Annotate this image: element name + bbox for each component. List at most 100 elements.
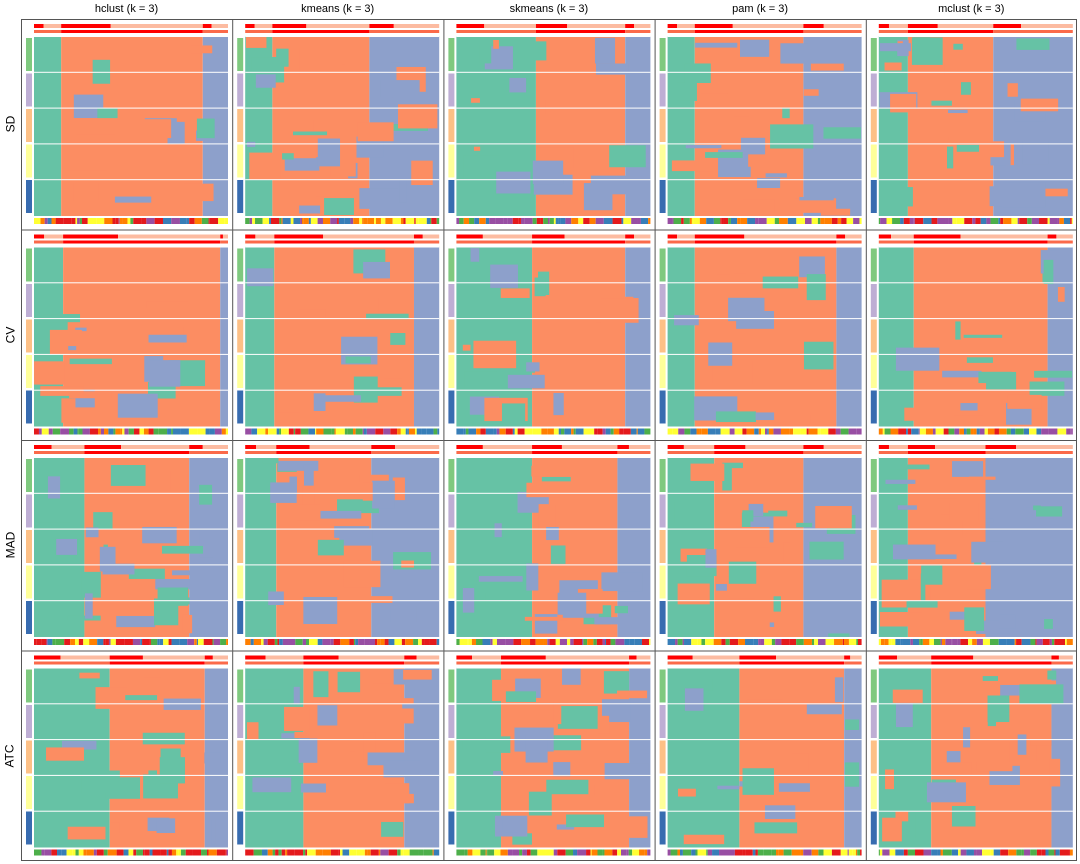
top-prob-bar — [109, 655, 143, 660]
row-annotation-block — [237, 811, 244, 845]
top-prob-bar — [416, 655, 440, 660]
bottom-annotation-cell — [1031, 218, 1040, 224]
bottom-annotation-cell — [925, 428, 933, 435]
membership-patch — [885, 769, 894, 790]
bottom-annotation-cell — [392, 218, 401, 224]
bottom-annotation-cell — [831, 849, 841, 856]
row-annotation-block — [659, 459, 666, 492]
bottom-annotation-cell — [485, 218, 490, 224]
bottom-annotation-cell — [898, 428, 907, 435]
membership-patch — [609, 145, 646, 168]
top-prob-bar — [34, 24, 44, 28]
top-prob-bar — [535, 24, 568, 28]
bottom-annotation-cell — [811, 218, 818, 224]
row-annotation-block — [26, 284, 32, 317]
bottom-annotation-cell — [649, 639, 651, 645]
bottom-annotation-cell — [196, 639, 198, 645]
bottom-annotation-cell — [644, 849, 648, 856]
bottom-annotation-cell — [780, 428, 790, 435]
bottom-annotation-cell — [986, 218, 991, 224]
bottom-annotation-cell — [726, 849, 735, 856]
membership-patch — [402, 703, 436, 709]
top-silhouette-bar — [985, 451, 1073, 454]
panel-divider — [654, 19, 656, 230]
top-prob-bar — [845, 234, 862, 239]
bottom-annotation-cell — [277, 639, 280, 645]
bottom-annotation-cell — [803, 639, 812, 645]
bottom-annotation-cell — [75, 218, 78, 224]
bottom-annotation-cell — [903, 218, 910, 224]
bottom-annotation-cell — [380, 639, 385, 645]
bottom-annotation-cell — [375, 218, 381, 224]
membership-patch — [362, 482, 373, 501]
top-prob-bar — [844, 655, 851, 660]
bottom-annotation-cell — [1003, 218, 1012, 224]
membership-patch — [42, 314, 81, 323]
bottom-annotation-cell — [300, 428, 306, 435]
bottom-annotation-cell — [1015, 428, 1024, 435]
bottom-annotation-cell — [951, 639, 953, 645]
row-annotation-block — [237, 319, 244, 353]
panel-divider — [654, 229, 866, 231]
bottom-annotation-cell — [407, 428, 409, 435]
panel-divider — [865, 650, 1077, 652]
bottom-annotation-cell — [746, 428, 755, 435]
membership-patch — [255, 74, 276, 88]
membership-patch — [1019, 684, 1064, 704]
bottom-annotation-cell — [855, 849, 858, 856]
bottom-annotation-cell — [677, 639, 683, 645]
bottom-annotation-cell — [468, 639, 472, 645]
membership-patch — [526, 482, 561, 498]
bottom-annotation-cell — [347, 428, 353, 435]
membership-patch — [553, 701, 562, 725]
top-prob-bar — [245, 445, 257, 449]
bottom-annotation-cell — [41, 849, 45, 856]
bottom-annotation-cell — [828, 428, 836, 435]
bottom-annotation-cell — [617, 849, 621, 856]
top-silhouette-bar — [836, 240, 862, 244]
membership-patch — [146, 301, 189, 309]
membership-patch — [183, 183, 214, 202]
bottom-annotation-cell — [363, 428, 367, 435]
row-annotation-block — [448, 319, 455, 353]
bottom-annotation-cell — [695, 849, 698, 856]
membership-patch — [49, 329, 82, 355]
membership-patch — [381, 821, 404, 837]
bottom-annotation-cell — [79, 218, 82, 224]
membership-patch — [690, 463, 725, 481]
top-prob-bar — [212, 655, 228, 660]
membership-patch — [345, 356, 371, 364]
top-prob-bar — [484, 24, 536, 28]
top-prob-bar — [202, 24, 212, 28]
bottom-annotation-cell — [820, 428, 829, 435]
panel-divider — [443, 19, 445, 230]
membership-patch — [963, 727, 971, 748]
bottom-annotation-cell — [762, 218, 767, 224]
top-silhouette-bar — [535, 30, 626, 33]
bottom-annotation-cell — [171, 218, 180, 224]
row-group-separator — [456, 353, 651, 355]
class-block-1 — [878, 246, 914, 427]
row-group-separator — [878, 353, 1073, 355]
row-group-separator — [456, 36, 651, 37]
membership-patch — [132, 119, 172, 139]
bottom-annotation-cell — [998, 639, 1007, 645]
top-prob-bar — [823, 445, 862, 449]
top-prob-bar — [985, 445, 1017, 449]
membership-patch — [791, 753, 809, 770]
top-prob-bar — [667, 234, 678, 239]
bottom-annotation-cell — [889, 849, 896, 856]
bottom-annotation-cell — [699, 218, 707, 224]
top-prob-bar — [907, 24, 938, 28]
bottom-annotation-cell — [603, 218, 613, 224]
row-annotation-block — [26, 494, 32, 528]
membership-patch — [479, 44, 492, 64]
top-silhouette-bar — [109, 661, 205, 665]
membership-patch — [799, 196, 834, 201]
bottom-annotation-cell — [932, 428, 936, 435]
row-annotation-block — [448, 601, 455, 634]
bottom-annotation-cell — [856, 428, 862, 435]
row-group-separator — [245, 71, 440, 73]
bottom-annotation-cell — [124, 639, 133, 645]
bottom-annotation-cell — [825, 639, 835, 645]
